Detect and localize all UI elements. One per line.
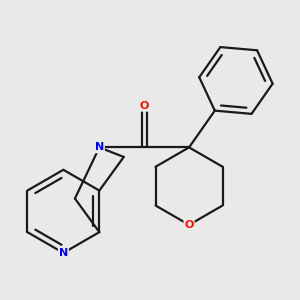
Text: O: O bbox=[140, 101, 149, 111]
Text: N: N bbox=[59, 248, 68, 258]
Text: O: O bbox=[184, 220, 194, 230]
Text: N: N bbox=[95, 142, 104, 152]
